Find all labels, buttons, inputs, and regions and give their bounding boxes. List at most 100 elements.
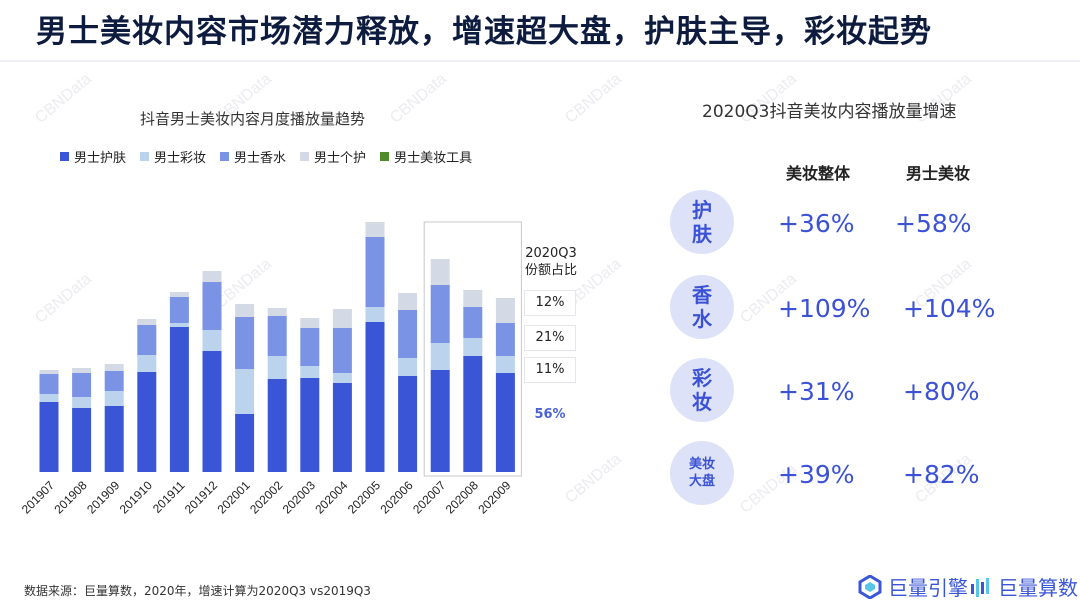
bar-segment: [430, 343, 450, 370]
row-label-line2: 水: [692, 307, 712, 331]
bar-segment: [332, 373, 352, 383]
bar-segment: [72, 368, 92, 373]
bar-segment: [72, 408, 92, 472]
bar-segment: [267, 379, 287, 472]
x-tick-label: 202008: [443, 478, 481, 516]
row-label-line2: 大盘: [688, 474, 715, 489]
row-label-line1: 美妆: [688, 457, 715, 472]
legend-swatch: [380, 152, 390, 161]
chart-legend: 男士护肤 男士彩妆 男士香水 男士个护 男士美妆工具: [60, 147, 486, 166]
bar-segment: [235, 414, 255, 472]
x-tick-label: 201907: [19, 478, 57, 516]
bar-segment: [235, 317, 255, 369]
x-tick-label: 202001: [215, 478, 253, 516]
bar-segment: [39, 370, 59, 374]
growth-title: 2020Q3抖音美妆内容播放量增速: [702, 102, 957, 122]
bar-segment: [169, 327, 189, 472]
bar-segment: [235, 369, 255, 414]
bar-segment: [365, 222, 385, 237]
share-perfume: 21%: [524, 325, 576, 351]
row-label-line1: 彩: [692, 366, 712, 390]
bar-segment: [267, 316, 287, 356]
bar-segment: [398, 358, 418, 376]
row-label-makeup: 彩妆: [670, 358, 734, 422]
growth-market-men: +82%: [903, 460, 980, 489]
page-title: 男士美妆内容市场潜力释放，增速超大盘，护肤主导，彩妆起势: [36, 14, 932, 50]
bar-segment: [202, 351, 222, 472]
bar-segment: [365, 237, 385, 307]
x-tick-label: 202007: [410, 478, 448, 516]
x-tick-label: 201908: [52, 478, 90, 516]
bar-segment: [495, 323, 515, 356]
bar-segment: [463, 290, 483, 307]
x-tick-label: 201912: [182, 478, 220, 516]
bar-segment: [39, 374, 59, 394]
bar-segment: [300, 366, 320, 378]
legend-label: 男士护肤: [74, 151, 127, 166]
bar-segment: [137, 319, 157, 325]
bar-segment: [104, 371, 124, 391]
legend-swatch: [220, 152, 230, 161]
row-label-line2: 肤: [692, 222, 712, 246]
share-header: 2020Q3 份额占比: [516, 245, 586, 279]
x-tick-label: 202009: [475, 478, 513, 516]
legend-label: 男士美妆工具: [394, 151, 473, 166]
bar-segment: [430, 285, 450, 343]
bar-segment: [463, 338, 483, 356]
growth-perfume-men: +104%: [903, 294, 996, 323]
row-label-skincare: 护肤: [670, 190, 734, 254]
bar-segment: [137, 355, 157, 372]
row-label-overall-market: 美妆 大盘: [670, 441, 734, 505]
x-tick-label: 202003: [280, 478, 318, 516]
growth-makeup-overall: +31%: [778, 377, 855, 406]
ocean-engine-logo-icon: [858, 574, 882, 599]
x-tick-label: 201909: [84, 478, 122, 516]
logo-engine-text: 巨量引擎: [888, 576, 968, 600]
bar-segment: [332, 328, 352, 373]
x-tick-label: 201911: [150, 478, 188, 516]
growth-makeup-men: +80%: [903, 377, 980, 406]
x-tick-label: 201910: [117, 478, 155, 516]
share-header-line1: 2020Q3: [525, 246, 577, 261]
bar-segment: [332, 383, 352, 472]
bar-segment: [365, 322, 385, 472]
share-header-line2: 份额占比: [524, 263, 577, 278]
share-skincare: 56%: [524, 402, 576, 428]
bar-segment: [398, 293, 418, 310]
row-label-line1: 香: [692, 283, 712, 307]
bar-segment: [463, 307, 483, 338]
suanshu-logo-icon: [971, 577, 989, 597]
bar-segment: [398, 376, 418, 472]
bar-segment: [332, 309, 352, 328]
bar-segment: [104, 364, 124, 371]
bar-segment: [430, 259, 450, 285]
legend-swatch: [60, 152, 69, 161]
bar-segment: [463, 356, 483, 472]
legend-item: 男士个护: [300, 147, 366, 166]
legend-swatch: [140, 152, 150, 161]
growth-skincare-men: +58%: [895, 209, 972, 238]
bar-segment: [169, 323, 189, 327]
bar-segment: [72, 397, 92, 408]
bar-segment: [202, 271, 222, 282]
bar-segment: [300, 328, 320, 366]
bar-segment: [430, 370, 450, 472]
col-head-overall: 美妆整体: [786, 164, 851, 183]
source-note: 数据来源：巨量算数，2020年，增速计算为2020Q3 vs2019Q3: [24, 584, 371, 598]
bar-segment: [300, 378, 320, 472]
share-care: 12%: [524, 290, 576, 316]
bar-segment: [202, 282, 222, 330]
legend-swatch: [300, 152, 310, 161]
x-tick-label: 202004: [312, 478, 350, 516]
legend-label: 男士个护: [314, 151, 367, 166]
legend-item: 男士彩妆: [140, 147, 206, 166]
row-label-perfume: 香水: [670, 275, 734, 339]
chart-title: 抖音男士美妆内容月度播放量趋势: [140, 110, 366, 128]
share-makeup: 11%: [524, 357, 576, 383]
logo-ocean-engine: 巨量引擎: [858, 572, 968, 601]
legend-item: 男士护肤: [60, 147, 126, 166]
logo-suanshu: 巨量算数: [970, 572, 1078, 601]
bar-segment: [169, 297, 189, 323]
bar-segment: [137, 325, 157, 355]
